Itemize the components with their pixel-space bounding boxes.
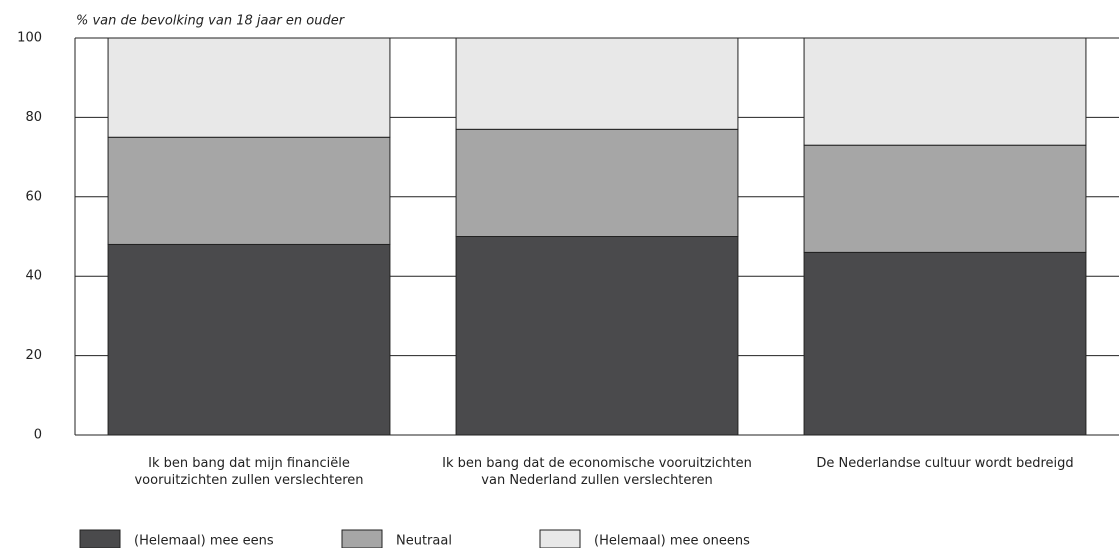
- x-tick-label-line: vooruitzichten zullen verslechteren: [134, 473, 363, 488]
- bar-segment: [107, 243, 391, 436]
- legend-label: (Helemaal) mee eens: [134, 534, 274, 548]
- chart-subtitle: % van de bevolking van 18 jaar en ouder: [76, 14, 346, 29]
- y-tick-label: 100: [17, 31, 42, 46]
- bar-segment: [455, 128, 739, 237]
- bar-segment: [803, 251, 1087, 436]
- x-tick-label-line: Ik ben bang dat de economische vooruitzi…: [442, 456, 752, 471]
- y-tick-label: 80: [25, 110, 42, 125]
- bar-segment: [803, 37, 1087, 146]
- y-tick-label: 20: [25, 348, 42, 363]
- x-tick-label: Ik ben bang dat mijn financiële vooruitzi…: [134, 456, 363, 488]
- legend-label: Neutraal: [396, 534, 452, 548]
- legend-swatch: [539, 529, 581, 548]
- x-tick-label-line: Ik ben bang dat mijn financiële: [148, 456, 350, 471]
- bar-segment: [107, 136, 391, 245]
- legend-swatch: [341, 529, 383, 548]
- bar-segment: [107, 37, 391, 138]
- legend-swatch: [79, 529, 121, 548]
- legend-label: (Helemaal) mee oneens: [594, 534, 750, 548]
- x-tick-label-line: van Nederland zullen verslechteren: [481, 473, 712, 488]
- x-tick-label-line: De Nederlandse cultuur wordt bedreigd: [816, 456, 1073, 471]
- y-tick-label: 60: [25, 189, 42, 204]
- bar-segment: [803, 144, 1087, 253]
- x-tick-label: De Nederlandse cultuur wordt bedreigd: [816, 456, 1073, 471]
- y-tick-label: 0: [34, 428, 42, 443]
- bar-segment: [455, 236, 739, 436]
- x-tick-label: Ik ben bang dat de economische vooruitzi…: [442, 456, 752, 488]
- bar-segment: [455, 37, 739, 130]
- y-tick-label: 40: [25, 269, 42, 284]
